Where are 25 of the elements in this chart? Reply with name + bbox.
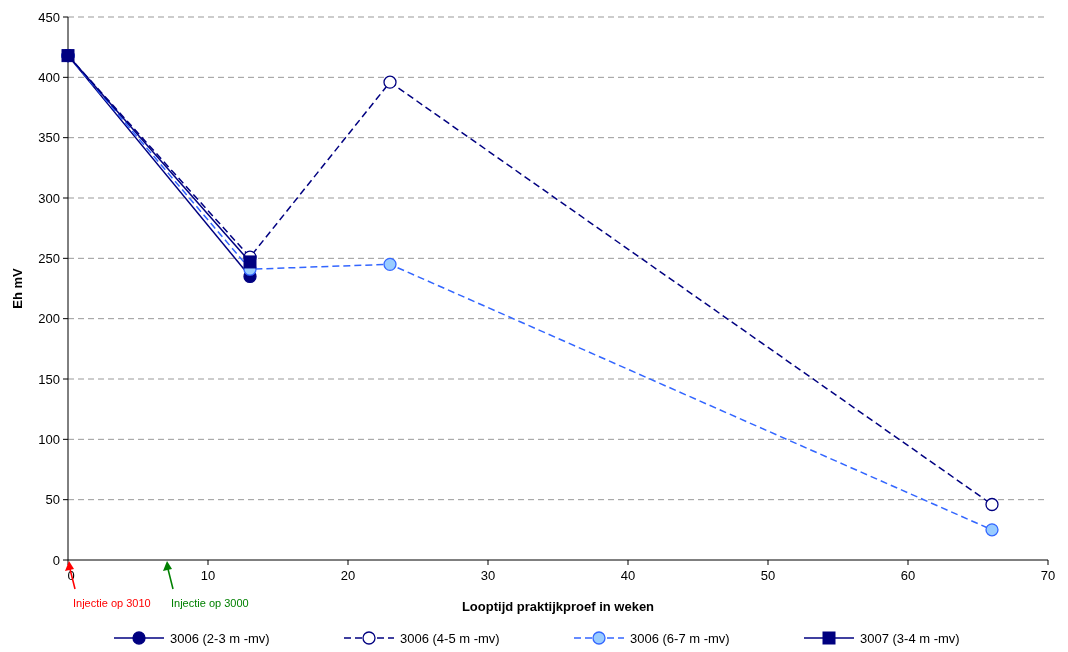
y-axis-title: Eh mV <box>10 267 25 309</box>
x-tick-label: 20 <box>340 568 356 583</box>
y-tick-label: 200 <box>38 311 60 327</box>
x-tick-label: 50 <box>760 568 776 583</box>
x-tick-label: 60 <box>900 568 916 583</box>
legend-label: 3007 (3-4 m -mv) <box>860 630 960 646</box>
y-tick-label: 150 <box>38 371 60 387</box>
legend-label: 3006 (6-7 m -mv) <box>630 630 730 646</box>
y-tick-label: 450 <box>38 9 60 25</box>
x-tick-label: 40 <box>620 568 636 583</box>
y-tick-label: 250 <box>38 250 60 266</box>
y-tick-label: 300 <box>38 190 60 206</box>
x-tick-label: 30 <box>480 568 496 583</box>
x-axis-title: Looptijd praktijkproef in weken <box>461 599 655 614</box>
legend-label: 3006 (4-5 m -mv) <box>400 630 500 646</box>
legend-label: 3006 (2-3 m -mv) <box>170 630 270 646</box>
y-tick-label: 350 <box>38 130 60 146</box>
text: Injectie op 3000 <box>171 597 249 609</box>
x-tick-label: 70 <box>1040 568 1056 583</box>
y-tick-label: 50 <box>45 492 60 508</box>
text: Injectie op 3010 <box>73 597 151 609</box>
x-tick-label: 10 <box>200 568 216 583</box>
y-tick-label: 0 <box>52 552 60 568</box>
y-tick-label: 100 <box>38 431 60 447</box>
y-tick-label: 400 <box>38 69 60 85</box>
